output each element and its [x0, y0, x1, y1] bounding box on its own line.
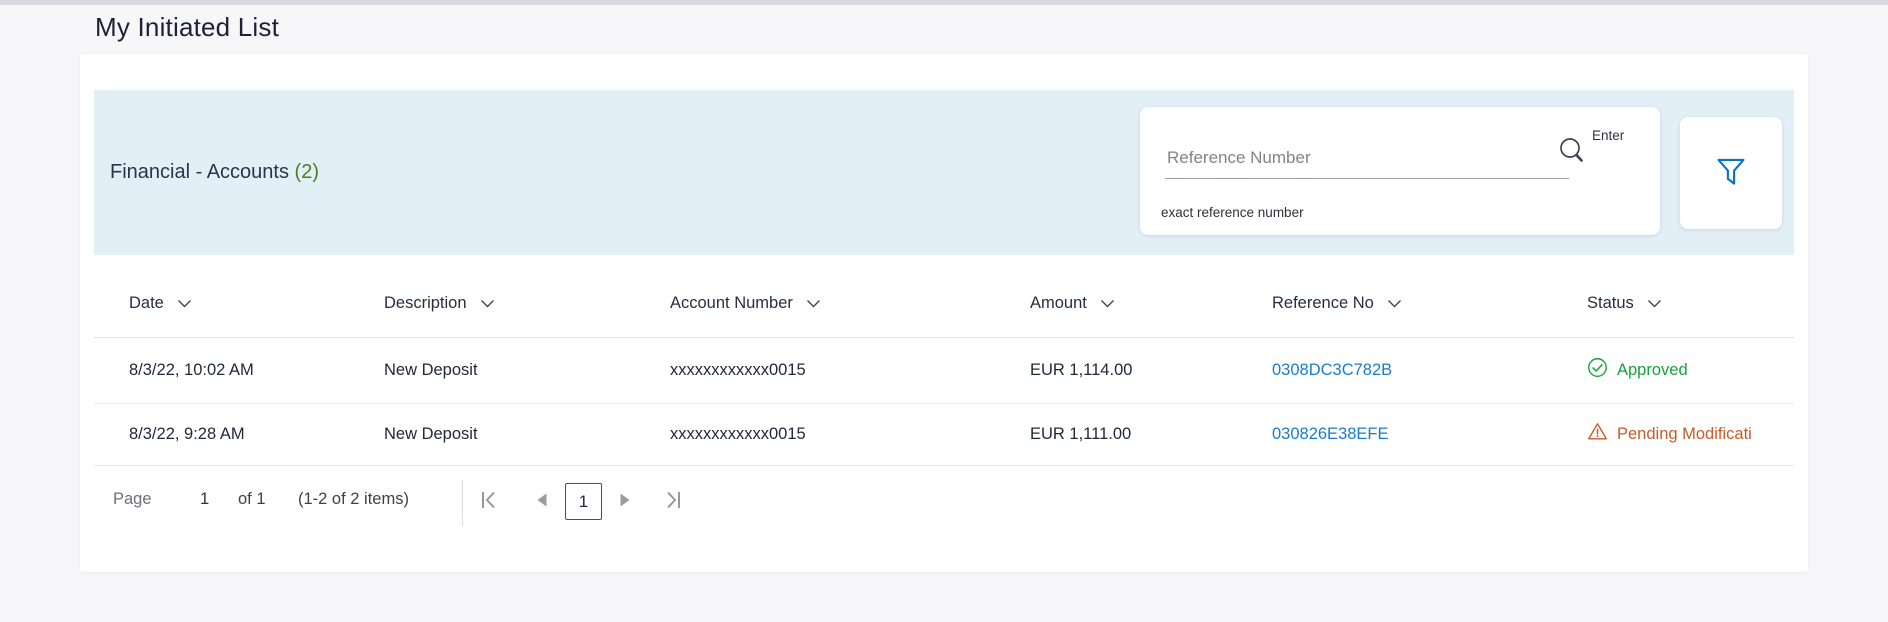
pagination-bar: Page 1 of 1 (1-2 of 2 items) 1 [94, 480, 1794, 526]
last-page-icon [662, 491, 683, 514]
cell-account-number: xxxxxxxxxxxx0015 [670, 424, 806, 443]
cell-description: New Deposit [384, 360, 478, 379]
cell-status: Pending Modificati [1587, 403, 1794, 465]
page-number-box[interactable]: 1 [565, 483, 602, 520]
chevron-down-icon [480, 294, 495, 313]
column-header-date[interactable]: Date [129, 270, 192, 337]
enter-hint-label: Enter [1592, 128, 1625, 143]
cell-amount: EUR 1,111.00 [1030, 424, 1132, 443]
page-title: My Initiated List [95, 12, 280, 42]
cell-date: 8/3/22, 10:02 AM [129, 360, 254, 379]
search-button[interactable] [1556, 135, 1588, 169]
column-label: Description [384, 294, 467, 312]
pagination-divider [462, 480, 463, 526]
search-helper-text: exact reference number [1161, 205, 1304, 220]
cell-amount: EUR 1,114.00 [1030, 360, 1133, 379]
top-strip [0, 0, 1888, 5]
cell-description: New Deposit [384, 424, 478, 443]
column-label: Amount [1030, 294, 1087, 312]
panel-title-text: Financial - Accounts [110, 161, 289, 183]
page-label: Page [113, 490, 152, 508]
funnel-icon [1714, 155, 1748, 192]
page-of-label: of 1 [238, 490, 266, 508]
current-page-value: 1 [200, 490, 210, 508]
chevron-down-icon [1387, 294, 1402, 313]
cell-account-number: xxxxxxxxxxxx0015 [670, 360, 806, 379]
status-badge: Pending Modificati [1617, 424, 1752, 443]
reference-number-input[interactable] [1165, 137, 1569, 179]
items-range-label: (1-2 of 2 items) [298, 490, 409, 508]
table-row: 8/3/22, 10:02 AM New Deposit xxxxxxxxxxx… [94, 337, 1794, 404]
initiated-list-card: Financial - Accounts (2) Enter exact ref… [80, 54, 1808, 572]
previous-page-icon[interactable] [535, 492, 548, 508]
chevron-down-icon [1647, 294, 1662, 313]
column-label: Status [1587, 294, 1634, 312]
cell-date: 8/3/22, 9:28 AM [129, 424, 245, 443]
column-header-reference-no[interactable]: Reference No [1272, 270, 1402, 337]
first-page-button[interactable] [479, 489, 500, 511]
column-label: Account Number [670, 294, 793, 312]
status-badge: Approved [1617, 360, 1688, 379]
column-header-description[interactable]: Description [384, 270, 495, 337]
chevron-down-icon [177, 294, 192, 313]
panel-header: Financial - Accounts (2) Enter exact ref… [94, 90, 1794, 255]
column-header-amount[interactable]: Amount [1030, 270, 1115, 337]
reference-number-search-card: Enter exact reference number [1140, 107, 1660, 235]
record-count-badge: (2) [294, 161, 319, 183]
next-page-icon[interactable] [619, 492, 632, 508]
chevron-down-icon [806, 294, 821, 313]
chevron-down-icon [1100, 294, 1115, 313]
check-circle-icon [1587, 357, 1608, 383]
table-row: 8/3/22, 9:28 AM New Deposit xxxxxxxxxxxx… [94, 403, 1794, 466]
last-page-button[interactable] [662, 489, 683, 511]
column-label: Reference No [1272, 294, 1374, 312]
panel-title: Financial - Accounts (2) [110, 161, 319, 184]
column-header-status[interactable]: Status [1587, 270, 1662, 337]
column-header-account-number[interactable]: Account Number [670, 270, 821, 337]
table-header-row: Date Description Account Number Amount R… [94, 270, 1794, 338]
first-page-icon [479, 491, 500, 514]
reference-no-link[interactable]: 030826E38EFE [1272, 424, 1389, 443]
search-icon [1557, 138, 1587, 170]
warning-triangle-icon [1587, 421, 1608, 447]
filter-button[interactable] [1680, 117, 1782, 229]
reference-no-link[interactable]: 0308DC3C782B [1272, 360, 1393, 379]
cell-status: Approved [1587, 337, 1794, 403]
column-label: Date [129, 294, 164, 312]
